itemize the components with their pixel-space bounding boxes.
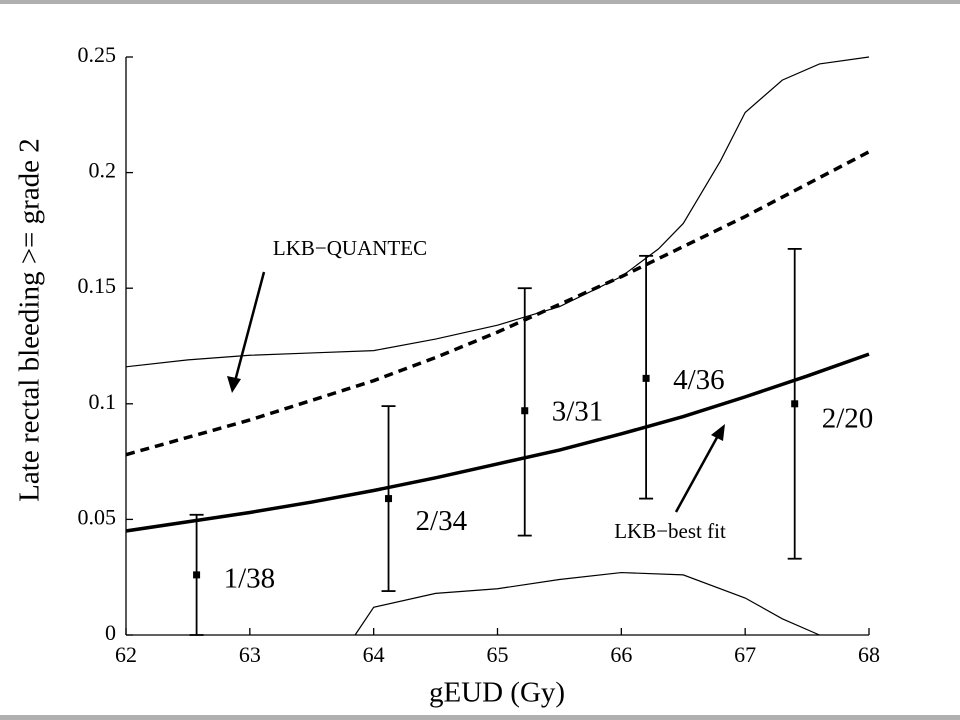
annotation-arrow bbox=[232, 271, 266, 386]
annotation-arrow bbox=[674, 431, 722, 513]
x-axis-title: gEUD (Gy) bbox=[429, 677, 565, 709]
curve bbox=[125, 352, 870, 533]
point-label: 3/31 bbox=[552, 395, 604, 427]
point-label: 2/34 bbox=[416, 505, 468, 537]
curve bbox=[125, 150, 870, 457]
y-tick-label: 0.1 bbox=[89, 389, 117, 414]
x-tick-label: 62 bbox=[115, 642, 137, 667]
x-tick-label: 64 bbox=[363, 642, 385, 667]
x-tick-label: 66 bbox=[610, 642, 632, 667]
data-point bbox=[521, 407, 529, 415]
y-axis-title: Late rectal bleeding >= grade 2 bbox=[14, 138, 46, 502]
y-tick-label: 0 bbox=[105, 620, 116, 645]
curve bbox=[125, 56, 870, 368]
y-tick-label: 0.25 bbox=[78, 42, 117, 67]
x-tick-label: 68 bbox=[858, 642, 880, 667]
data-point bbox=[642, 374, 650, 382]
curve bbox=[354, 571, 820, 636]
y-tick-label: 0.15 bbox=[78, 273, 117, 298]
arrow-head bbox=[227, 376, 241, 393]
y-tick-label: 0.2 bbox=[89, 158, 117, 183]
point-label: 4/36 bbox=[673, 364, 725, 396]
annotation: LKB−QUANTEC bbox=[273, 236, 427, 260]
frame-bottom bbox=[0, 715, 960, 720]
data-point bbox=[791, 400, 799, 408]
x-tick-label: 63 bbox=[239, 642, 261, 667]
point-label: 1/38 bbox=[224, 563, 276, 595]
point-label: 2/20 bbox=[822, 402, 874, 434]
arrow-head bbox=[711, 424, 725, 441]
data-point bbox=[385, 495, 393, 503]
data-point bbox=[193, 571, 201, 579]
frame-top bbox=[0, 0, 960, 4]
x-tick-label: 65 bbox=[487, 642, 509, 667]
y-tick-label: 0.05 bbox=[78, 504, 117, 529]
annotation: LKB−best fit bbox=[614, 519, 726, 543]
x-tick-label: 67 bbox=[734, 642, 756, 667]
